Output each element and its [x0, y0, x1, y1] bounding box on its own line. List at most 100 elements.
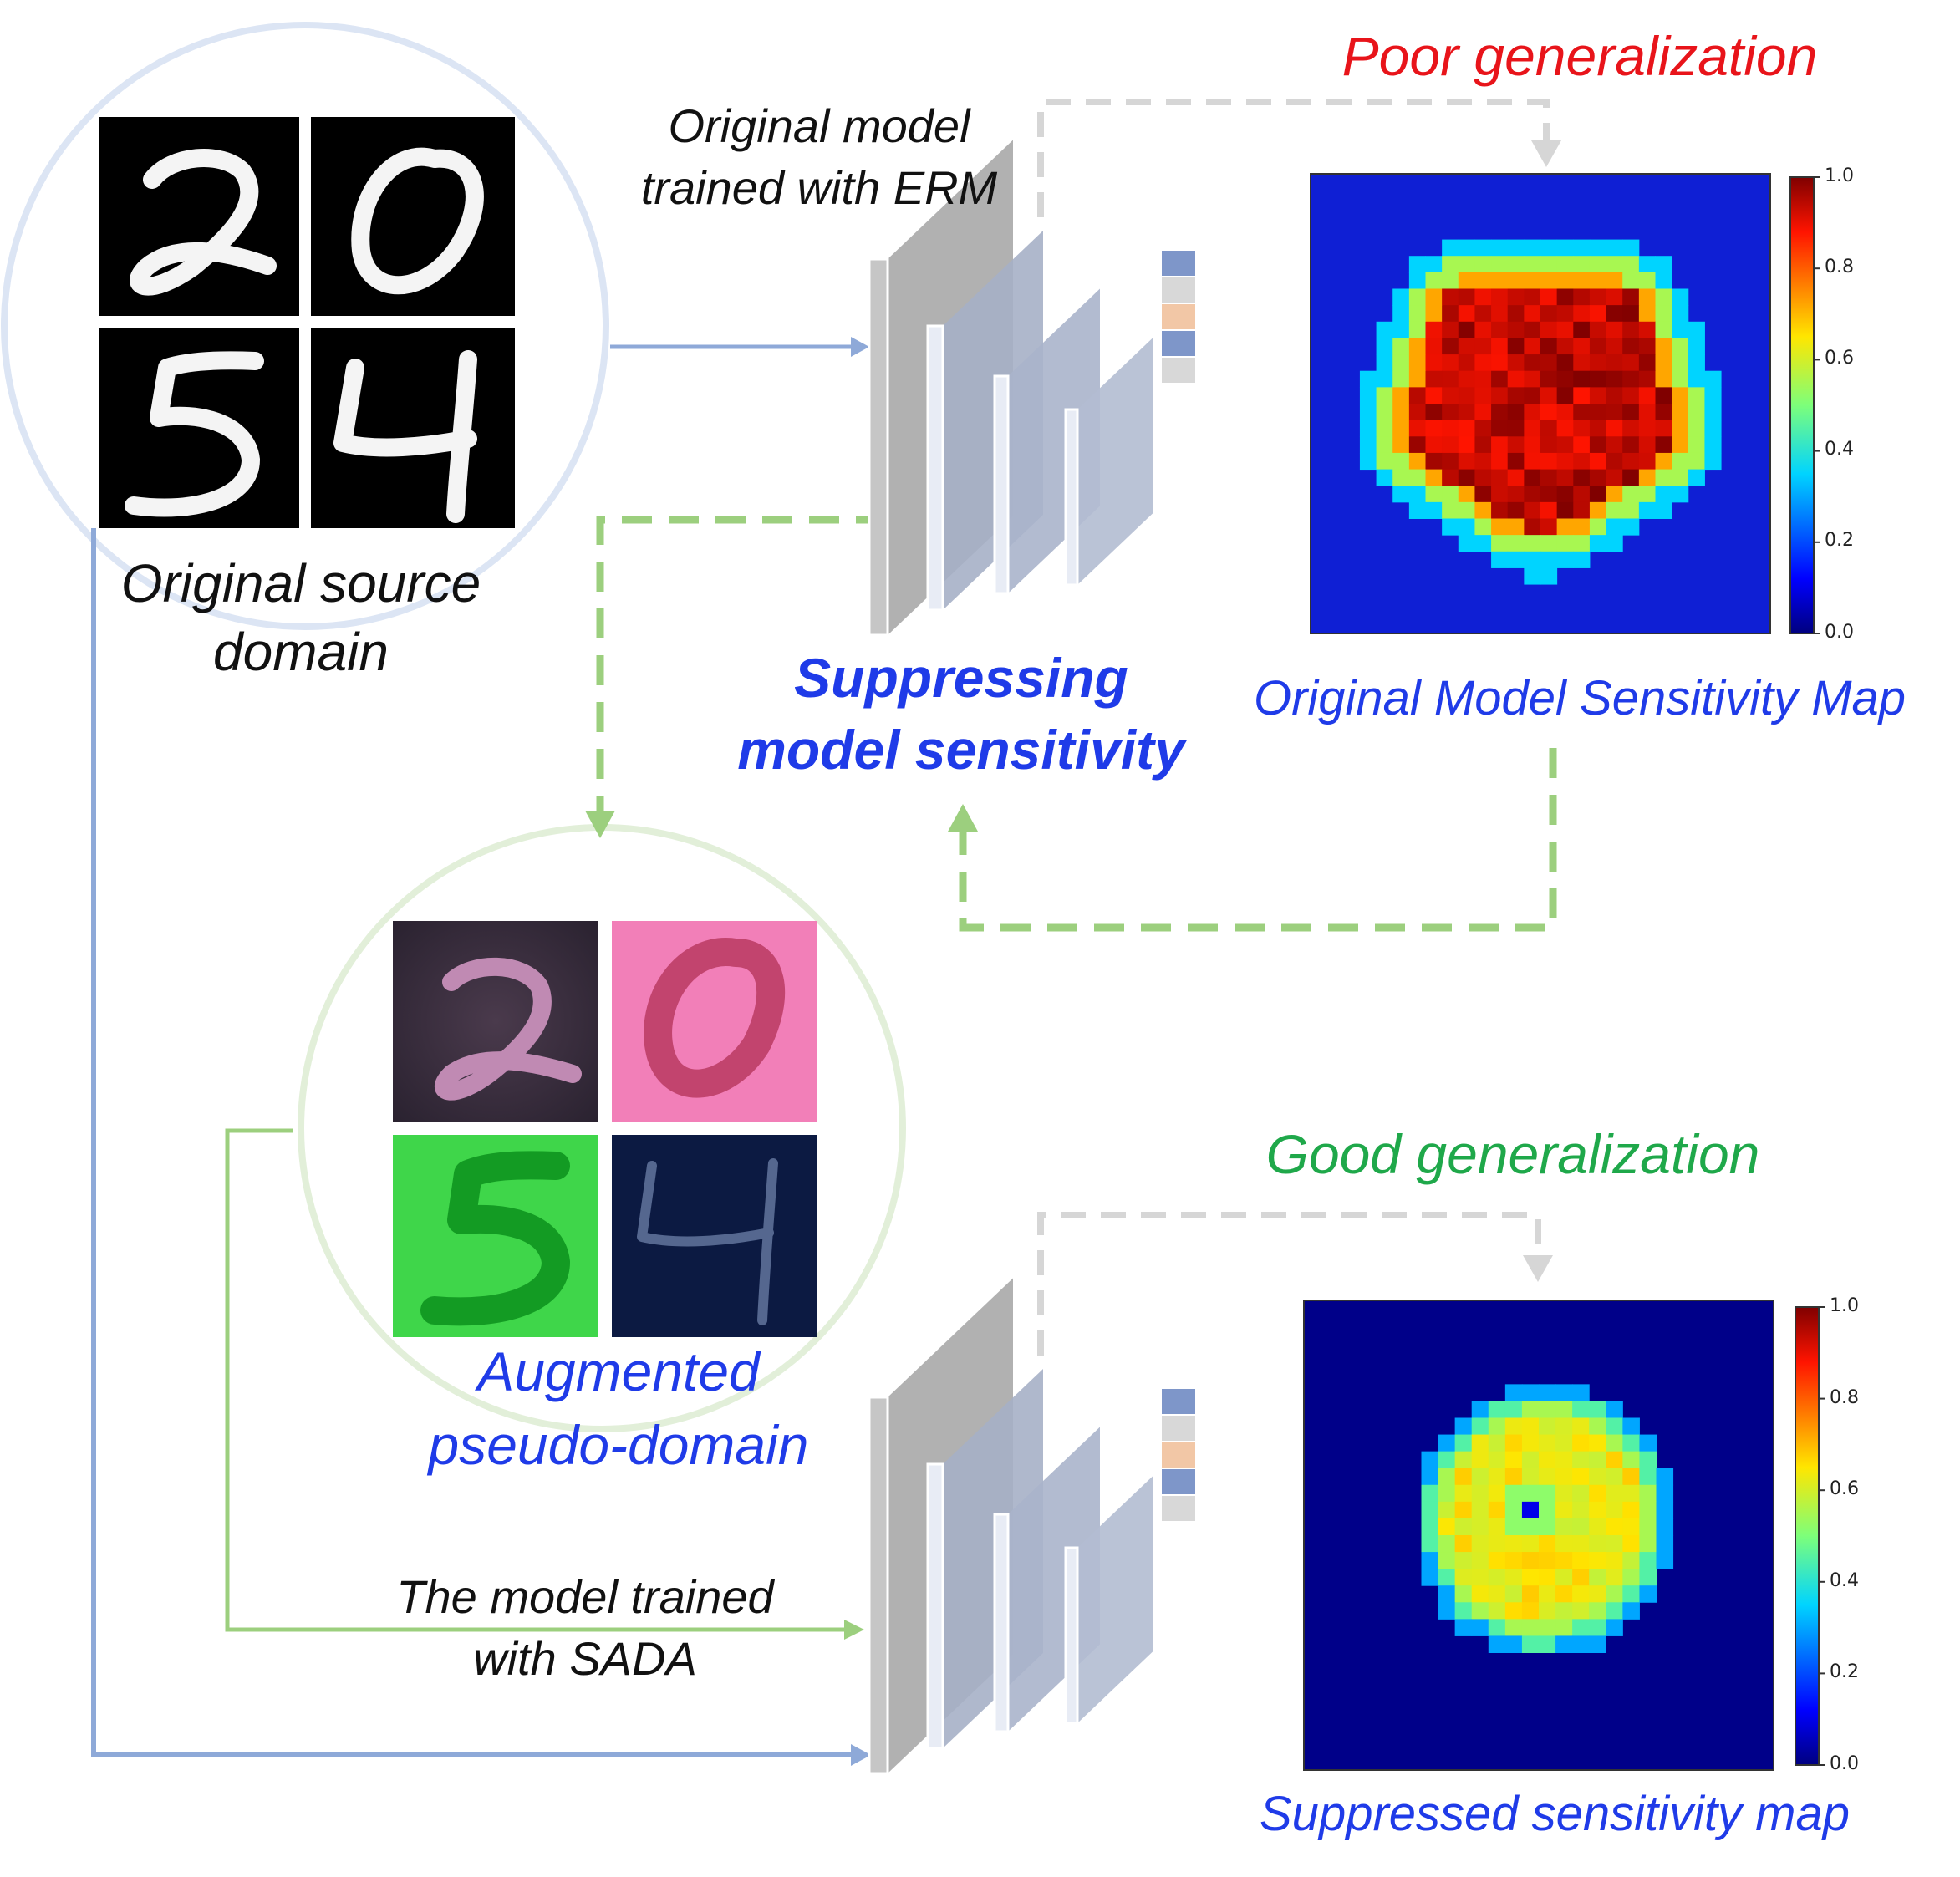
suppressed-heat-cell	[1438, 1585, 1456, 1603]
original-heat-cell	[1442, 256, 1459, 273]
original-heat-cell	[1524, 272, 1541, 289]
original-heat-cell	[1392, 321, 1410, 338]
erm-output-cell-4	[1162, 331, 1195, 356]
original-heat-cell	[1376, 338, 1393, 355]
original-heat-cell	[1556, 436, 1574, 454]
original-heat-cell	[1589, 239, 1607, 257]
suppressed-heat-cell	[1622, 1602, 1640, 1620]
original-heat-cell	[1704, 387, 1722, 404]
original-heat-cell	[1474, 387, 1492, 404]
suppressed-heat-cell	[1504, 1451, 1523, 1469]
original-heat-cell	[1622, 354, 1640, 372]
original-heat-cell	[1573, 518, 1591, 536]
original-heat-cell	[1589, 452, 1607, 471]
suppressed-heat-cell	[1606, 1401, 1623, 1418]
original-heat-cell	[1573, 501, 1591, 519]
original-heat-cell	[1589, 535, 1607, 552]
suppressed-heat-cell	[1606, 1552, 1623, 1569]
cb2-tick-1.0: 1.0	[1830, 1295, 1859, 1316]
original-heat-cell	[1524, 501, 1541, 519]
suppressed-heat-cell	[1421, 1468, 1439, 1486]
original-heat-cell	[1376, 387, 1393, 404]
original-heat-cell	[1442, 404, 1459, 421]
augmented-digit-strokes	[420, 938, 786, 1326]
original-heat-cell	[1556, 551, 1574, 568]
original-heat-cell	[1540, 256, 1558, 273]
suppressed-heat-cell	[1539, 1535, 1556, 1553]
original-heat-cell	[1638, 404, 1656, 421]
suppressed-heat-cell	[1589, 1451, 1606, 1469]
poor-generalization-label: Poor generalization	[1341, 25, 1818, 87]
original-heat-cell	[1408, 436, 1426, 454]
original-heat-cell	[1589, 518, 1607, 536]
suppressed-heat-cell	[1589, 1635, 1606, 1653]
original-heat-cell	[1458, 288, 1475, 306]
original-heat-cell	[1458, 354, 1475, 372]
original-heat-cell	[1458, 338, 1475, 355]
original-heat-cell	[1458, 239, 1475, 257]
original-heat-cell	[1425, 420, 1443, 437]
suppressed-heat-cell	[1504, 1602, 1523, 1620]
suppress-label-line2: model sensitivity	[737, 719, 1185, 781]
original-heat-cell	[1491, 272, 1509, 289]
source-domain-label-line1: Original source	[120, 553, 481, 613]
original-heat-cell	[1556, 338, 1574, 355]
original-heat-cell	[1540, 288, 1558, 306]
original-heat-cell	[1458, 321, 1475, 338]
original-heat-cell	[1491, 501, 1509, 519]
original-heat-cell	[1458, 501, 1475, 519]
original-heat-cell	[1408, 354, 1426, 372]
original-heat-cell	[1474, 486, 1492, 503]
original-heat-cell	[1507, 436, 1525, 454]
suppressed-heat-cell	[1572, 1384, 1590, 1401]
original-heat-cell	[1392, 370, 1410, 388]
original-heat-cell	[1573, 387, 1591, 404]
suppressed-heat-cell	[1639, 1569, 1657, 1586]
original-heat-cell	[1376, 420, 1393, 437]
suppressed-heat-cell	[1504, 1569, 1523, 1586]
suppressed-heat-cell	[1572, 1434, 1590, 1452]
original-heat-cell	[1491, 452, 1509, 471]
original-heat-cell	[1655, 387, 1672, 404]
suppressed-heat-cell	[1488, 1635, 1506, 1653]
original-heat-cell	[1638, 288, 1656, 306]
original-heat-cell	[1556, 305, 1574, 323]
original-heat-cell	[1408, 321, 1426, 338]
suppressed-heat-cell	[1421, 1552, 1439, 1569]
suppressed-heat-cell	[1521, 1384, 1540, 1401]
green-arrowhead-augmented	[585, 811, 615, 838]
suppressed-heat-cell	[1488, 1451, 1506, 1469]
suppressed-heat-cell	[1539, 1518, 1556, 1536]
good-generalization-label: Good generalization	[1265, 1123, 1760, 1185]
original-heat-cell	[1507, 486, 1525, 503]
original-heat-cell	[1425, 404, 1443, 421]
original-heat-cell	[1638, 370, 1656, 388]
green-dashed-map-to-suppress	[959, 748, 1557, 932]
suppressed-heat-cell	[1471, 1417, 1489, 1436]
erm-model-label-line1: Original model	[668, 99, 970, 152]
suppressed-heat-cell	[1471, 1434, 1489, 1452]
suppressed-heat-cell	[1622, 1468, 1640, 1486]
suppressed-heat-cell	[1471, 1535, 1489, 1553]
original-heat-cell	[1688, 420, 1705, 437]
cb1-tick-1.0: 1.0	[1825, 165, 1854, 186]
original-heat-cell	[1491, 420, 1509, 437]
digit-2-stroke	[130, 149, 277, 296]
suppressed-heat-cell	[1555, 1552, 1573, 1569]
original-heat-cell	[1392, 420, 1410, 437]
suppressed-heat-cell	[1606, 1501, 1623, 1519]
suppressed-heat-cell	[1539, 1602, 1556, 1620]
original-heat-cell	[1638, 338, 1656, 355]
original-heat-cell	[1573, 305, 1591, 323]
original-heat-cell	[1524, 387, 1541, 404]
original-heat-cell	[1458, 469, 1475, 486]
original-heat-cell	[1442, 354, 1459, 372]
original-heat-cell	[1655, 436, 1672, 454]
cb2-tick-0.2: 0.2	[1830, 1661, 1859, 1682]
original-heat-cell	[1540, 436, 1558, 454]
suppressed-heat-cell	[1438, 1552, 1456, 1569]
original-heat-cell	[1704, 452, 1722, 471]
original-heat-cell	[1540, 321, 1558, 338]
suppressed-heat-cell	[1606, 1468, 1623, 1486]
original-heat-cell	[1606, 436, 1623, 454]
